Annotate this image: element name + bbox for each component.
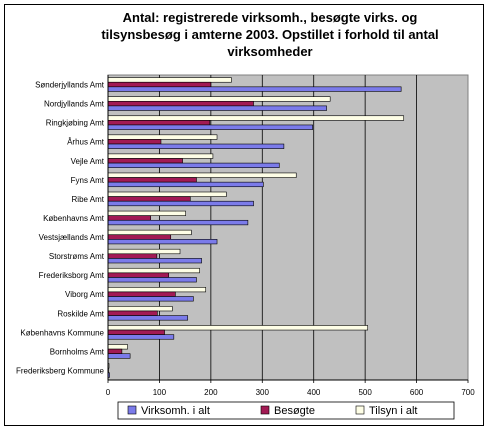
bar	[107, 229, 192, 236]
x-axis: 0 100 200 300 400 500 600 700	[106, 75, 475, 397]
category-label: Københavns Kommune	[20, 328, 104, 337]
bar	[107, 253, 158, 259]
bar	[107, 258, 202, 264]
bar	[107, 215, 151, 221]
bar	[107, 239, 218, 245]
bar	[107, 348, 123, 355]
chart-title-line-2: tilsynsbesøg i amterne 2003. Opstillet i…	[101, 27, 438, 42]
category-label: Vestsjællands Amt	[39, 233, 105, 242]
category-label: Fyns Amt	[71, 176, 105, 185]
bar	[107, 162, 280, 168]
legend: Virksomh. i alt Besøgte Tilsyn i alt	[117, 401, 455, 420]
legend-swatch	[127, 405, 137, 415]
bar	[107, 124, 313, 130]
bar	[107, 210, 186, 216]
bar	[107, 134, 218, 140]
bar	[107, 310, 158, 316]
x-tick-label: 500	[358, 388, 372, 397]
chart-title-line-1: Antal: registrerede virksomh., besøgte v…	[123, 10, 418, 25]
category-label: Ribe Amt	[72, 195, 105, 204]
bar	[107, 105, 327, 111]
bar	[107, 115, 405, 121]
bar	[107, 296, 194, 302]
bar	[107, 153, 214, 159]
bar	[107, 344, 128, 350]
bar	[107, 315, 189, 321]
bar	[107, 334, 175, 340]
bar	[107, 353, 131, 359]
bar	[107, 172, 297, 178]
category-label: Storstrøms Amt	[49, 252, 105, 261]
bar	[107, 325, 369, 331]
chart-title: Antal: registrerede virksomh., besøgte v…	[101, 10, 438, 59]
legend-label: Virksomh. i alt	[141, 405, 210, 417]
category-label: Sønderjyllands Amt	[35, 81, 105, 90]
category-label: Københavns Amt	[43, 214, 105, 223]
category-label: Ringkjøbing Amt	[46, 119, 105, 128]
category-label: Frederiksberg Kommune	[16, 366, 105, 375]
bar	[107, 291, 176, 297]
bar	[107, 81, 212, 88]
bar	[107, 200, 254, 207]
bar	[107, 219, 249, 226]
legend-swatch	[260, 405, 270, 415]
category-label: Bornholms Amt	[50, 347, 105, 356]
category-label: Vejle Amt	[71, 157, 105, 166]
bar	[107, 143, 285, 149]
bars	[107, 77, 405, 378]
legend-label: Tilsyn i alt	[369, 405, 418, 417]
bar	[107, 277, 197, 283]
bar	[107, 77, 232, 83]
x-tick-label: 100	[153, 388, 167, 397]
legend-box	[117, 401, 455, 420]
bar	[107, 248, 181, 255]
bar	[107, 158, 183, 164]
x-tick-label: 300	[256, 388, 270, 397]
category-label: Viborg Amt	[65, 290, 105, 299]
chart-title-line-3: virksomheder	[227, 44, 312, 59]
bar	[107, 191, 227, 197]
bar	[107, 177, 197, 183]
bar	[107, 196, 191, 202]
bar	[107, 181, 264, 188]
legend-swatch	[355, 405, 365, 415]
category-label: Roskilde Amt	[57, 309, 104, 318]
category-label: Nordjyllands Amt	[44, 100, 105, 109]
bar	[107, 139, 162, 145]
legend-label: Besøgte	[274, 405, 315, 417]
bar	[107, 100, 254, 107]
category-label: Frederiksborg Amt	[39, 271, 105, 280]
bar	[107, 234, 172, 240]
bar	[107, 272, 169, 278]
category-labels: Sønderjyllands Amt Nordjyllands Amt Ringkj…	[16, 81, 105, 376]
bar	[107, 267, 200, 274]
x-tick-label: 700	[461, 388, 475, 397]
bar	[107, 329, 165, 335]
bar	[107, 287, 207, 293]
x-tick-label: 0	[106, 388, 111, 397]
x-tick-label: 200	[204, 388, 218, 397]
category-label: Århus Amt	[67, 138, 105, 147]
x-tick-label: 600	[410, 388, 424, 397]
x-tick-label: 400	[307, 388, 321, 397]
bar	[107, 306, 173, 312]
bar	[107, 86, 402, 92]
bar	[107, 120, 211, 126]
bar	[107, 96, 331, 102]
